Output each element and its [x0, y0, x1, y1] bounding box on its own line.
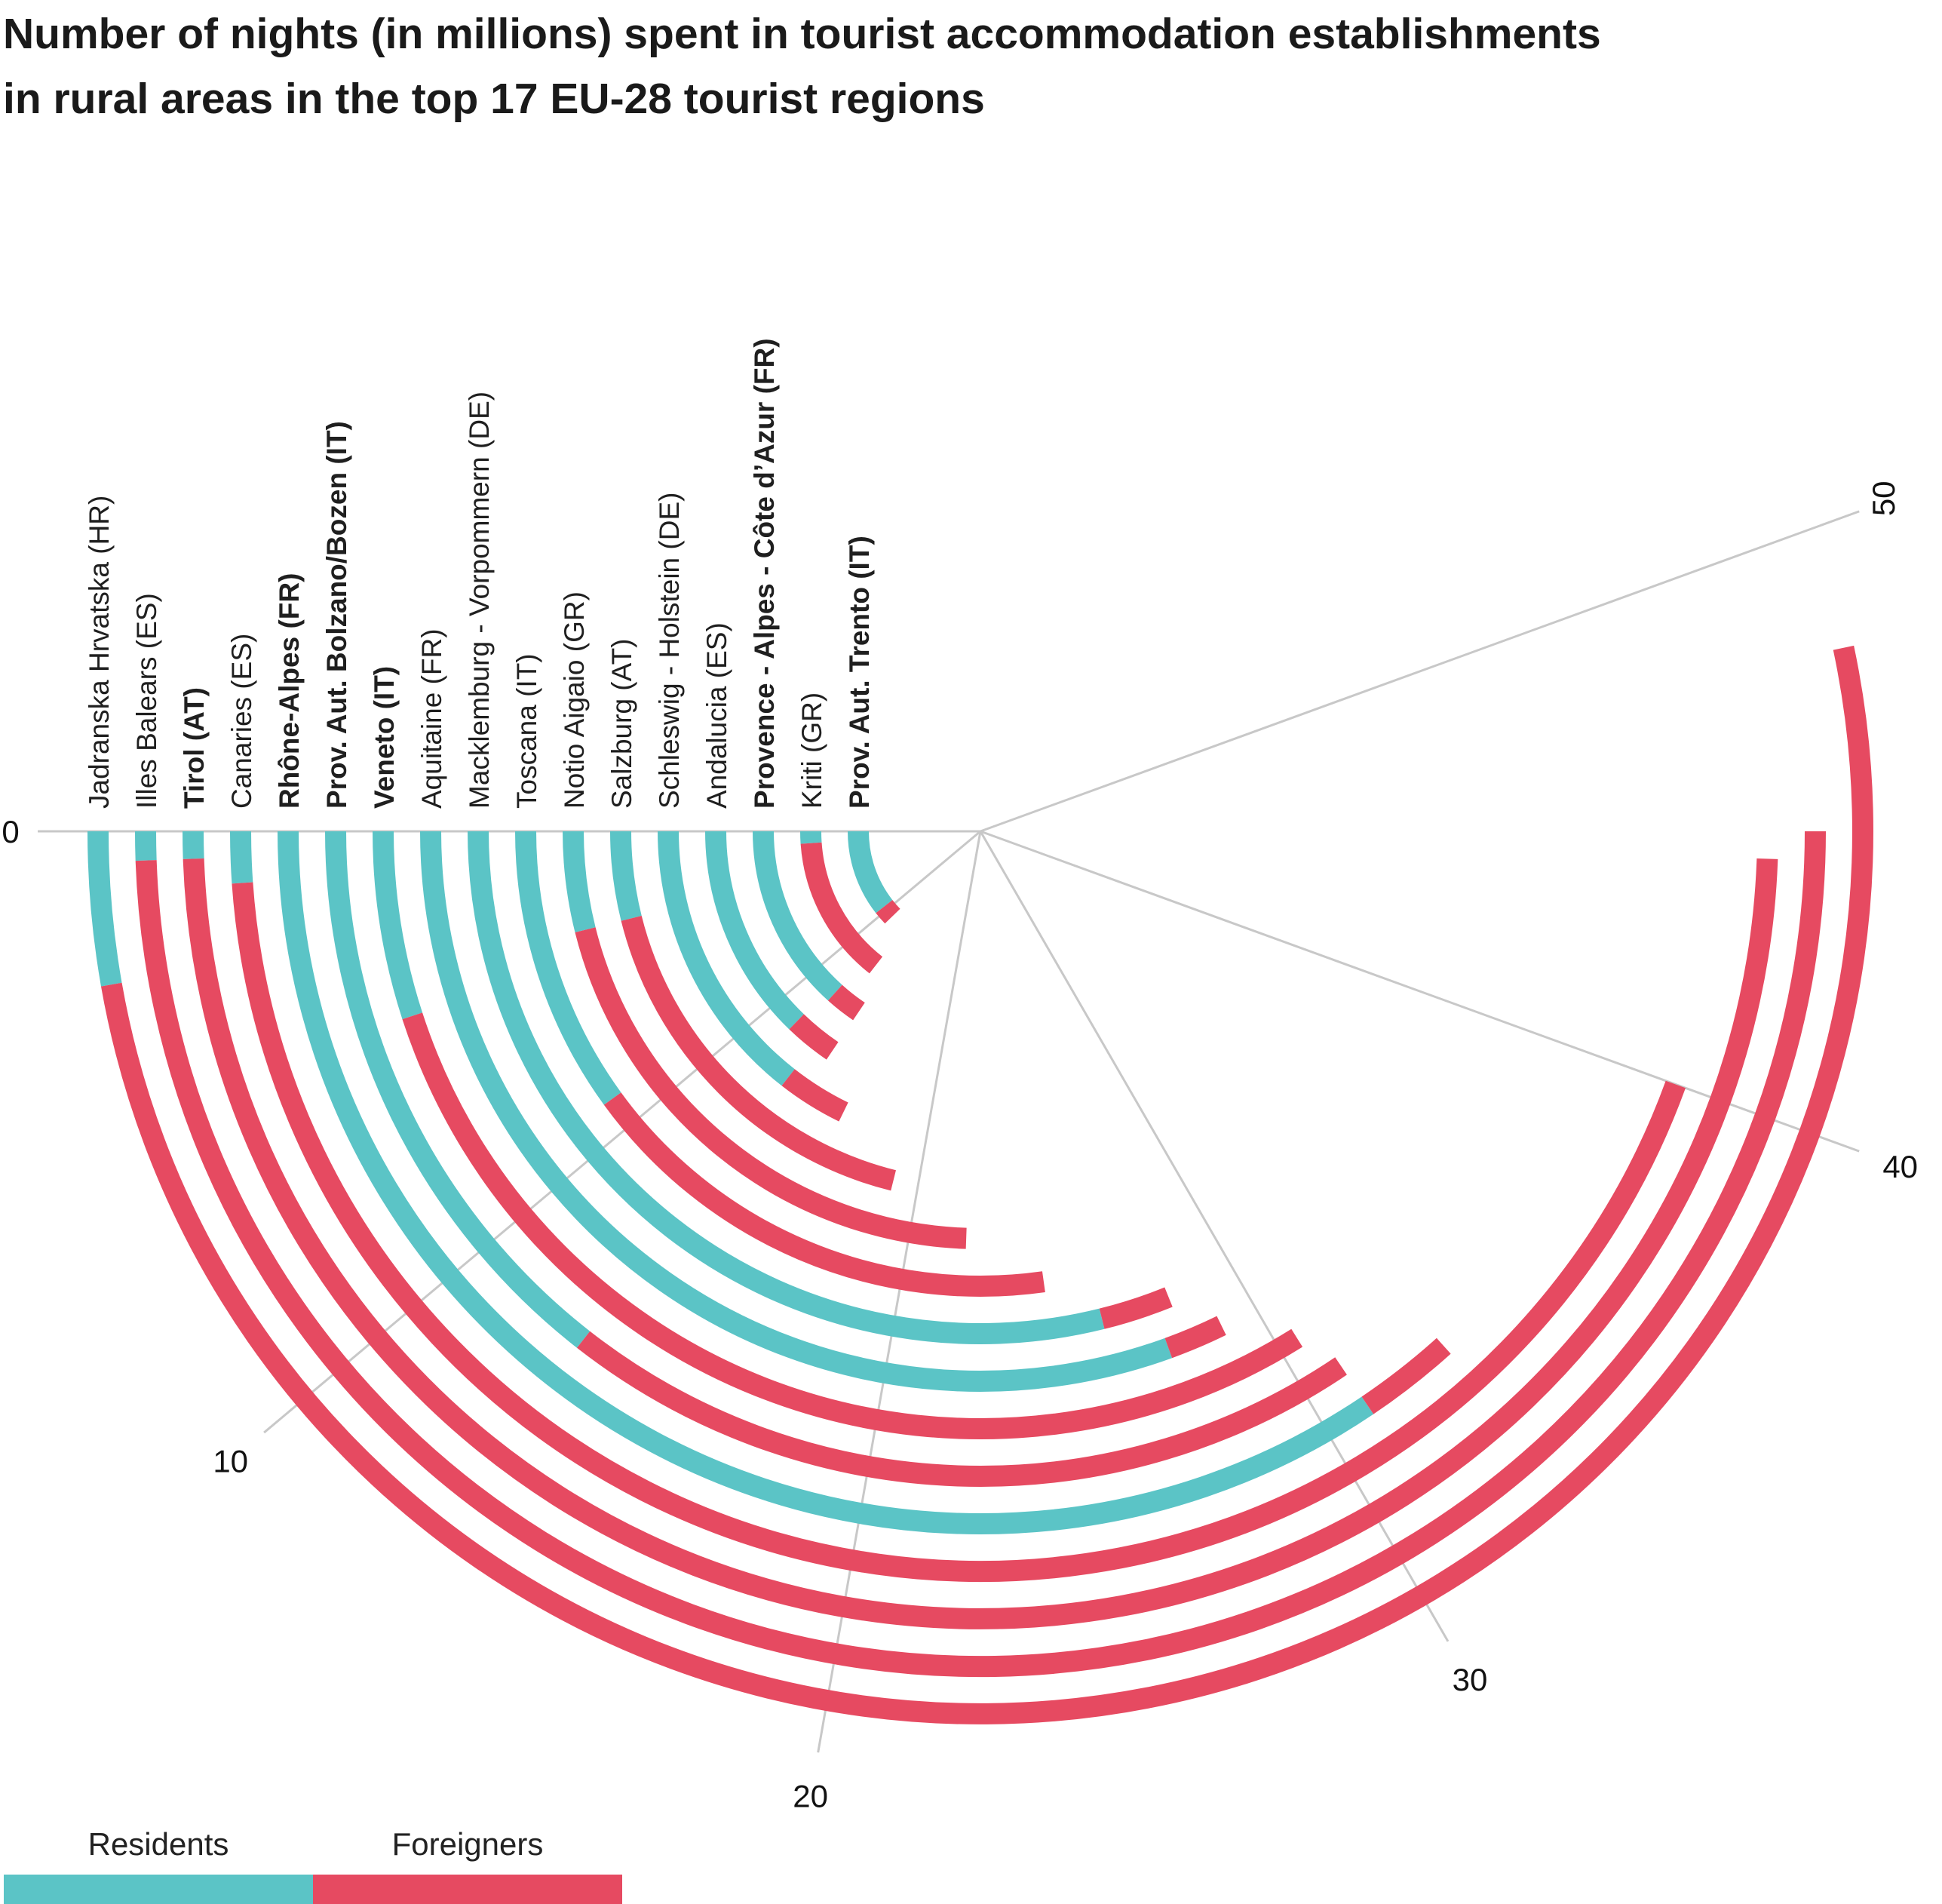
region-6-residents-bar [325, 831, 591, 1348]
region-4-foreigners-bar [232, 882, 1686, 1582]
region-6-label: Prov. Aut. Bolzano/Bozen (IT) [321, 421, 352, 809]
grid-line-50 [980, 510, 1860, 833]
region-16-label: Kriti (GR) [796, 693, 827, 809]
region-10-residents-bar [515, 831, 621, 1105]
region-9-foreigners-bar [1099, 1287, 1173, 1329]
region-13-foreigners-bar [781, 1069, 848, 1122]
region-3-label: Tirol (AT) [179, 687, 210, 809]
chart-title: Number of nights (in millions) spent in … [3, 2, 1934, 131]
axis-tick-labels: 0 10 20 30 40 50 [2, 481, 1918, 1813]
region-8-residents-bar [420, 831, 1173, 1392]
region-16-foreigners-bar [800, 842, 883, 974]
legend: Residents Foreigners [4, 1826, 622, 1904]
region-14-residents-bar [705, 831, 804, 1030]
region-1-residents-bar [87, 831, 122, 987]
region-14-foreigners-bar [789, 1014, 839, 1060]
region-2-foreigners-bar [135, 831, 1826, 1678]
region-17-residents-bar [848, 831, 893, 914]
region-12-label: Salzburg (AT) [606, 639, 637, 809]
region-5-label: Rhône-Alpes (FR) [274, 573, 305, 809]
region-15-foreigners-bar [827, 984, 865, 1021]
region-8-foreigners-bar [1164, 1316, 1226, 1359]
region-13-label: Schleswig - Holstein (DE) [654, 493, 685, 809]
radial-bars [87, 645, 1873, 1724]
tick-label-20: 20 [793, 1778, 828, 1813]
region-10-label: Toscana (IT) [511, 653, 542, 809]
region-6-foreigners-bar [576, 1331, 1347, 1487]
tick-label-0: 0 [2, 814, 19, 849]
region-3-foreigners-bar [183, 858, 1778, 1629]
tick-label-30: 30 [1453, 1662, 1488, 1697]
region-11-foreigners-bar [575, 927, 967, 1249]
region-3-residents-bar [183, 831, 204, 859]
region-11-residents-bar [563, 831, 596, 933]
legend-swatch-foreigners [313, 1875, 622, 1904]
region-17-label: Prov. Aut. Trento (IT) [844, 536, 875, 809]
region-10-foreigners-bar [603, 1092, 1045, 1297]
chart-title-line-2: in rural areas in the top 17 EU-28 touri… [3, 75, 985, 123]
region-2-label: Illes Balears (ES) [131, 593, 162, 809]
region-7-residents-bar [373, 831, 423, 1020]
tick-label-40: 40 [1882, 1149, 1918, 1184]
region-14-label: Andalucia (ES) [701, 622, 732, 809]
region-1-label: Jadranska Hrvatska (HR) [84, 496, 115, 809]
region-9-residents-bar [468, 831, 1105, 1344]
tick-label-10: 10 [213, 1443, 248, 1479]
region-12-residents-bar [610, 831, 642, 921]
tick-label-50: 50 [1866, 481, 1901, 516]
region-labels: Jadranska Hrvatska (HR) Illes Balears (ES… [84, 338, 875, 809]
legend-label-residents: Residents [88, 1826, 229, 1862]
region-13-residents-bar [658, 831, 795, 1086]
region-7-label: Veneto (IT) [369, 666, 400, 809]
region-17-foreigners-bar [876, 899, 900, 924]
region-12-foreigners-bar [621, 916, 896, 1191]
region-7-foreigners-bar [402, 1012, 1303, 1439]
region-15-label: Provence - Alpes - Côte d’Azur (FR) [749, 338, 780, 809]
region-5-foreigners-bar [1361, 1337, 1451, 1414]
region-15-residents-bar [753, 831, 842, 1001]
region-8-label: Aquitaine (FR) [416, 628, 447, 809]
legend-label-foreigners: Foreigners [392, 1826, 544, 1862]
region-4-label: Canaries (ES) [226, 634, 257, 809]
region-4-residents-bar [230, 831, 253, 884]
legend-swatch-residents [4, 1875, 313, 1904]
region-9-label: Macklemburg - Vorpommern (DE) [464, 392, 495, 809]
region-1-foreigners-bar [100, 645, 1873, 1724]
chart-title-line-1: Number of nights (in millions) spent in … [3, 10, 1601, 58]
region-11-label: Notio Aigaio (GR) [559, 591, 590, 809]
region-5-residents-bar [278, 831, 1374, 1534]
